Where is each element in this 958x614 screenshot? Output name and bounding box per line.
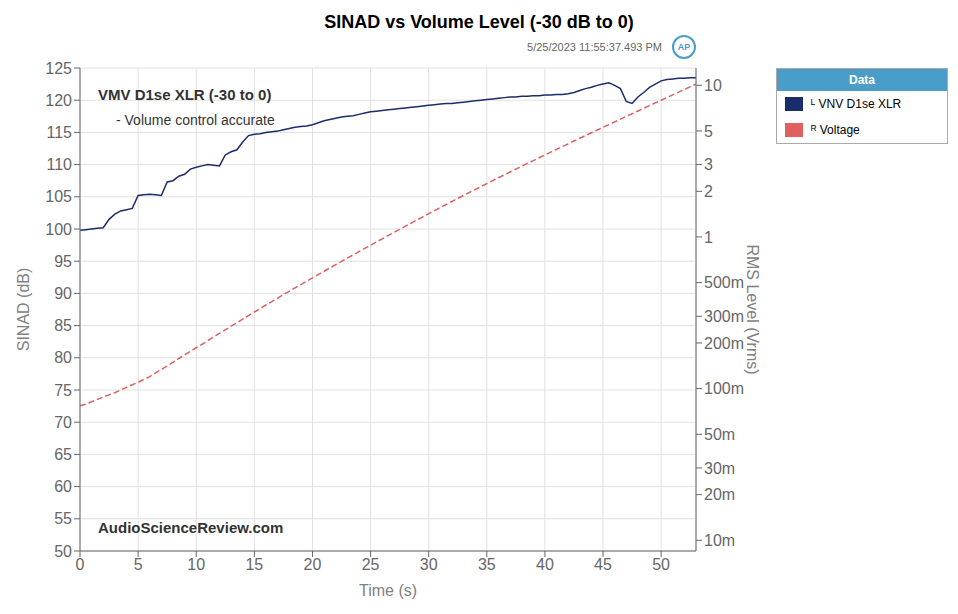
html-text:ᴸ VNV D1se XLR: ᴸ VNV D1se XLR <box>811 97 902 111</box>
svg-text:55: 55 <box>54 510 72 527</box>
html-text:ᴿ Voltage: ᴿ Voltage <box>811 123 860 137</box>
svg-text:20m: 20m <box>704 486 735 503</box>
html-text:SINAD vs Volume Level (-30 dB: SINAD vs Volume Level (-30 dB to 0) <box>324 12 634 32</box>
svg-text:115: 115 <box>46 124 72 141</box>
svg-text:125: 125 <box>45 60 72 77</box>
svg-text:300m: 300m <box>704 308 744 325</box>
svg-text:10m: 10m <box>704 532 735 549</box>
svg-text:50: 50 <box>652 556 670 573</box>
svg-text:5: 5 <box>704 123 713 140</box>
html-text:Data: Data <box>849 73 875 87</box>
svg-text:10: 10 <box>187 556 205 573</box>
svg-text:40: 40 <box>536 556 554 573</box>
svg-text:65: 65 <box>54 446 72 463</box>
svg-text:90: 90 <box>54 285 72 302</box>
svg-text:20: 20 <box>304 556 322 573</box>
html-text:5/25/2023 11:55:37.493 PM: 5/25/2023 11:55:37.493 PM <box>527 41 662 53</box>
svg-text:70: 70 <box>54 414 72 431</box>
svg-text:5: 5 <box>134 556 143 573</box>
svg-text:110: 110 <box>46 156 72 173</box>
svg-text:15: 15 <box>245 556 263 573</box>
svg-text:3: 3 <box>704 156 713 173</box>
svg-text:200m: 200m <box>704 335 744 352</box>
svg-text:80: 80 <box>54 349 72 366</box>
svg-text:RMS Level (Vrms): RMS Level (Vrms) <box>744 244 761 374</box>
svg-text:105: 105 <box>45 188 72 205</box>
svg-text:25: 25 <box>362 556 380 573</box>
html-text:- Volume control accurate: - Volume control accurate <box>116 112 275 128</box>
svg-text:120: 120 <box>45 92 72 109</box>
svg-text:10: 10 <box>704 77 722 94</box>
html-text:AP: AP <box>677 42 691 52</box>
svg-text:50m: 50m <box>704 426 735 443</box>
svg-text:95: 95 <box>54 253 72 270</box>
svg-text:35: 35 <box>478 556 496 573</box>
html-text:VMV D1se XLR (-30 to 0): VMV D1se XLR (-30 to 0) <box>98 86 272 103</box>
svg-text:Time (s): Time (s) <box>359 582 417 599</box>
html-text:AudioScienceReview.com: AudioScienceReview.com <box>98 519 284 536</box>
svg-text:1: 1 <box>704 229 713 246</box>
svg-text:60: 60 <box>54 478 72 495</box>
svg-text:100: 100 <box>45 221 72 238</box>
svg-text:0: 0 <box>76 556 85 573</box>
svg-text:45: 45 <box>594 556 612 573</box>
svg-text:500m: 500m <box>704 274 744 291</box>
svg-text:SINAD (dB): SINAD (dB) <box>15 268 32 352</box>
svg-text:100m: 100m <box>704 380 744 397</box>
svg-text:2: 2 <box>704 183 713 200</box>
svg-text:75: 75 <box>54 382 72 399</box>
svg-text:50: 50 <box>54 543 72 560</box>
svg-text:85: 85 <box>54 317 72 334</box>
svg-text:30m: 30m <box>704 460 735 477</box>
svg-text:30: 30 <box>420 556 438 573</box>
